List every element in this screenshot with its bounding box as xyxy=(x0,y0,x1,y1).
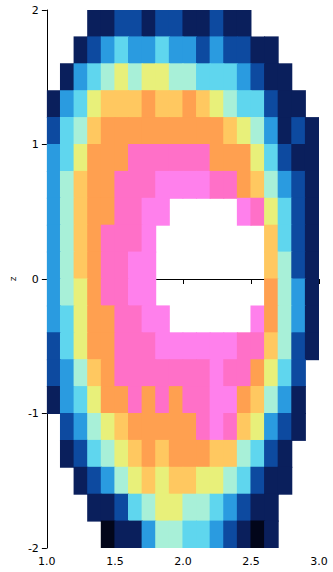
svg-text:2.5: 2.5 xyxy=(242,555,260,568)
svg-text:z: z xyxy=(8,276,18,281)
svg-text:0: 0 xyxy=(32,273,39,286)
svg-text:3.0: 3.0 xyxy=(310,555,328,568)
svg-text:-1: -1 xyxy=(28,407,39,420)
svg-text:2: 2 xyxy=(32,4,39,17)
svg-text:-2: -2 xyxy=(28,542,39,555)
svg-text:1: 1 xyxy=(32,138,39,151)
svg-text:1.5: 1.5 xyxy=(106,555,124,568)
svg-text:1.0: 1.0 xyxy=(38,555,56,568)
svg-text:2.0: 2.0 xyxy=(174,555,192,568)
